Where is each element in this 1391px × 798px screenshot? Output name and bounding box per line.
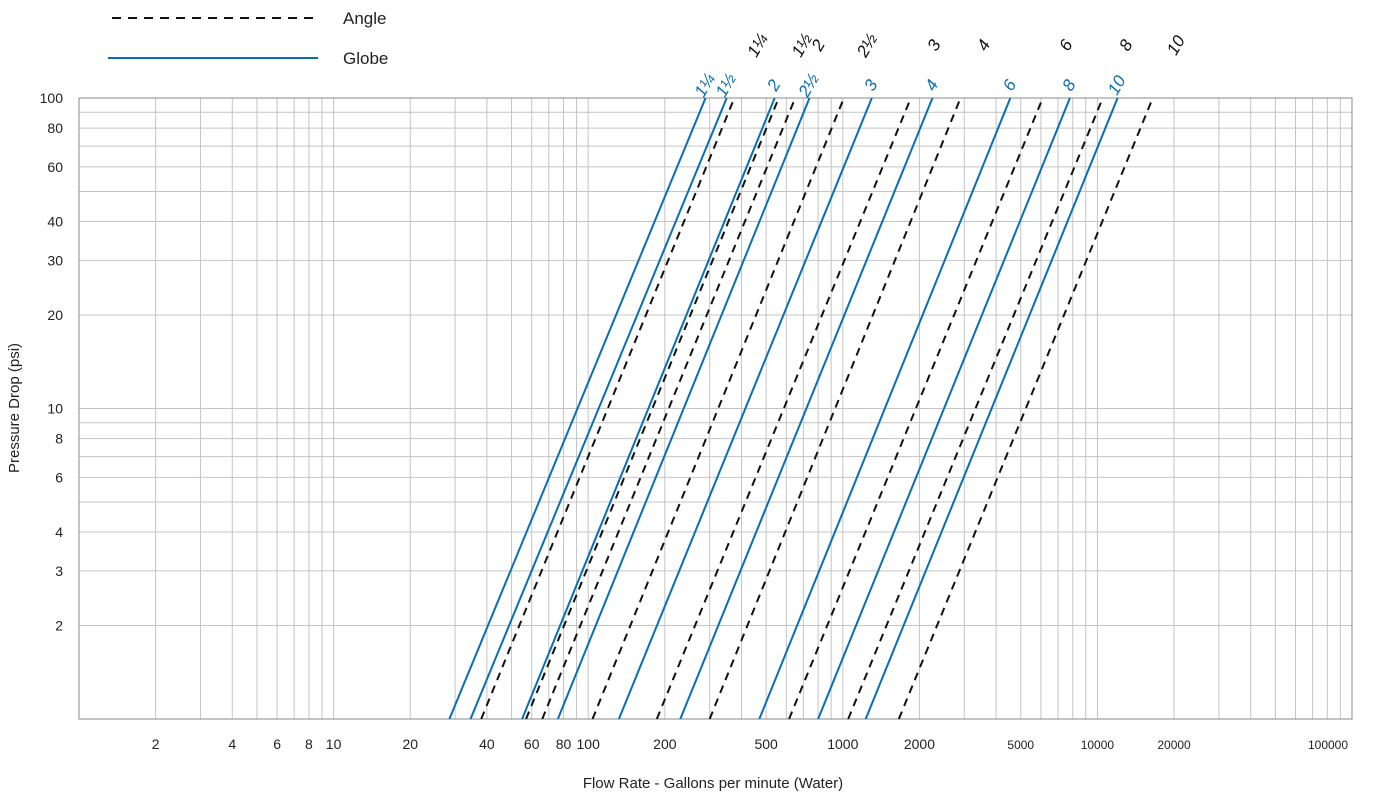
series-label-globe: 4 [921,76,942,94]
x-axis-title: Flow Rate - Gallons per minute (Water) [583,775,843,792]
x-tick-label: 6 [273,736,281,752]
x-tick-label: 60 [524,736,540,752]
series-label-globe: 3 [860,76,881,94]
series-label-globe: 2 [763,76,785,95]
y-tick-label: 30 [47,252,63,268]
x-tick-label: 500 [754,736,778,752]
x-tick-label: 20 [402,736,418,752]
x-tick-label: 1000 [827,736,858,752]
y-tick-label: 60 [47,159,63,175]
y-tick-label: 100 [40,90,64,106]
y-tick-label: 3 [55,563,63,579]
x-tick-label: 2 [152,736,160,752]
y-tick-label: 2 [55,618,63,634]
series-line-globe [864,97,1119,720]
series-line-globe [758,97,1012,720]
x-tick-label: 80 [556,736,572,752]
y-tick-label: 10 [47,401,63,417]
series-label-globe: 8 [1059,76,1080,94]
x-tick-label: 100 [577,736,601,752]
series-label-angle: 10 [1163,32,1189,58]
y-axis-title: Pressure Drop (psi) [6,343,23,473]
y-tick-label: 20 [47,307,63,323]
series-lines [448,97,1154,720]
series-label-angle: 1¼ [743,30,771,60]
x-tick-label: 8 [305,736,313,752]
series-line-globe [556,97,811,720]
series-label-globe: 6 [999,76,1020,94]
series-label-angle: 8 [1115,36,1136,54]
series-label-globe: 10 [1104,72,1130,98]
x-tick-label: 100000 [1308,738,1348,752]
y-tick-label: 40 [47,214,63,230]
series-label-angle: 2½ [852,30,881,61]
series-line-globe [448,97,707,720]
x-tick-label: 40 [479,736,495,752]
series-label-angle: 4 [973,36,994,54]
y-tick-label: 80 [47,120,63,136]
series-label-angle: 3 [923,36,944,54]
plot-frame [78,97,1353,720]
series-line-globe [521,97,776,720]
series-line-globe [617,97,873,720]
series-label-globe: 2½ [794,70,823,101]
x-tick-label: 5000 [1007,738,1034,752]
x-axis-ticks: 2 4 6 8 10 20 40 60 80 100 200 500 1000 2000 5000 10000… [152,736,1349,752]
x-tick-label: 20000 [1157,738,1191,752]
series-label-angle: 2 [807,36,829,55]
y-axis-ticks: 2 3 4 6 8 10 20 30 40 60 80 100 [40,90,64,634]
series-label-angle: 6 [1055,36,1076,54]
x-tick-label: 2000 [904,736,935,752]
legend-angle-label: Angle [343,9,386,28]
y-tick-label: 6 [55,469,63,485]
series-line-globe [469,97,728,720]
legend: Angle Globe [108,9,388,68]
x-tick-label: 10 [326,736,342,752]
series-line-globe [679,97,934,720]
y-tick-label: 4 [55,524,63,540]
series-line-globe [817,97,1071,720]
x-tick-label: 10000 [1081,738,1115,752]
x-tick-label: 200 [653,736,677,752]
x-tick-label: 4 [228,736,236,752]
series-label-globe: 1½ [712,70,740,100]
grid [79,98,1352,719]
legend-globe-label: Globe [343,49,388,68]
y-tick-label: 8 [55,431,63,447]
